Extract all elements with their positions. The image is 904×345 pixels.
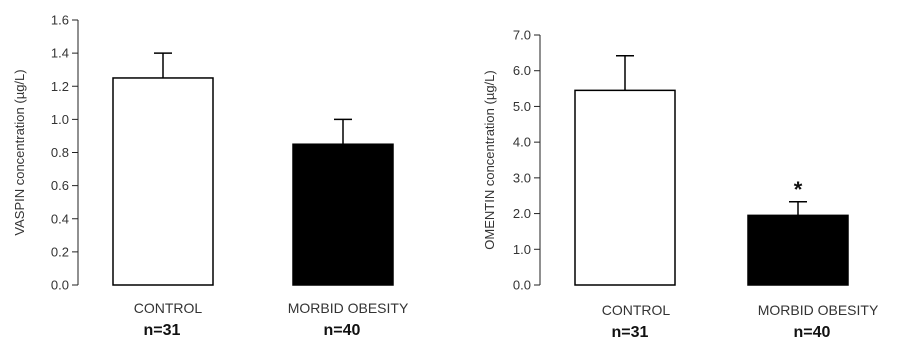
y-tick-label: 1.0 — [51, 112, 69, 127]
sample-size-label: n=40 — [794, 324, 831, 341]
category-label: MORBID OBESITY — [288, 300, 409, 316]
y-axis-title: VASPIN concentration (µg/L) — [12, 69, 27, 235]
y-tick-label: 6.0 — [513, 63, 531, 78]
y-axis-title: OMENTIN concentration (µg/L) — [482, 70, 497, 249]
sample-size-label: n=31 — [144, 322, 181, 339]
y-tick-label: 4.0 — [513, 135, 531, 150]
y-tick-label: 1.0 — [513, 242, 531, 257]
bar-control — [574, 89, 676, 286]
y-tick-label: 1.4 — [51, 46, 69, 61]
y-tick-label: 0.6 — [51, 178, 69, 193]
sample-size-label: n=31 — [612, 324, 649, 341]
category-label: MORBID OBESITY — [758, 302, 879, 318]
sample-size-label: n=40 — [324, 322, 361, 339]
category-label: CONTROL — [134, 300, 203, 316]
y-tick-label: 0.0 — [513, 278, 531, 293]
y-tick-label: 5.0 — [513, 99, 531, 114]
significance-marker: * — [794, 177, 803, 202]
bar-morbid-obesity — [747, 214, 849, 286]
y-tick-label: 0.4 — [51, 211, 69, 226]
vaspin-chart: 0.0 0.2 0.4 0.6 0.8 1.0 1.2 1.4 1.6 VASPIN concen… — [12, 13, 409, 340]
y-tick-label: 7.0 — [513, 28, 531, 43]
bar-control — [112, 77, 214, 286]
y-tick-label: 2.0 — [513, 206, 531, 221]
bar-morbid-obesity — [292, 143, 394, 286]
y-tick-label: 3.0 — [513, 170, 531, 185]
y-tick-label: 0.0 — [51, 278, 69, 293]
y-tick-label: 0.2 — [51, 244, 69, 259]
y-tick-label: 1.2 — [51, 79, 69, 94]
category-label: CONTROL — [602, 302, 671, 318]
y-tick-label: 1.6 — [51, 13, 69, 28]
y-tick-label: 0.8 — [51, 145, 69, 160]
omentin-chart: 0.0 1.0 2.0 3.0 4.0 5.0 6.0 7.0 OMENTIN concentr… — [482, 28, 879, 342]
